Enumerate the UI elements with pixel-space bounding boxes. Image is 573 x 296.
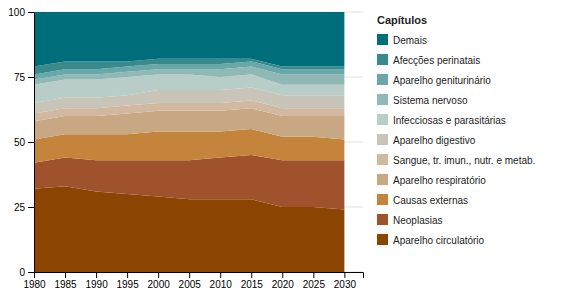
tick-mark xyxy=(28,142,34,143)
tick: 1980 xyxy=(23,272,46,290)
tick-label: 2005 xyxy=(179,279,202,290)
legend-label: Sangue, tr. imun., nutr. e metab. xyxy=(393,155,535,166)
legend-label: Aparelho circulatório xyxy=(393,235,485,246)
legend-swatch xyxy=(377,114,388,125)
tick: 25 xyxy=(14,202,34,213)
tick-mark xyxy=(65,272,66,278)
tick-label: 25 xyxy=(14,202,26,213)
tick-label: 100 xyxy=(8,7,25,18)
legend-swatch xyxy=(377,214,388,225)
legend-item: Aparelho respiratório xyxy=(377,174,486,186)
tick-mark xyxy=(344,272,345,278)
plot: 1980 1985 1990 1995 2000 2005 2010 2015 2020 2025… xyxy=(8,7,363,290)
legend-label: Demais xyxy=(393,35,427,46)
legend-swatch xyxy=(377,194,388,205)
area xyxy=(34,155,344,210)
tick-mark xyxy=(127,272,128,278)
legend-swatch xyxy=(377,94,388,105)
legend-item: Sistema nervoso xyxy=(377,94,468,106)
tick: 1990 xyxy=(85,272,108,290)
tick-mark xyxy=(28,207,34,208)
axis-line xyxy=(28,13,35,273)
legend-swatch xyxy=(377,34,388,45)
grid xyxy=(34,12,363,272)
tick-mark xyxy=(251,272,252,278)
legend-label: Aparelho respiratório xyxy=(393,175,486,186)
tick: 1995 xyxy=(116,272,139,290)
legend-item: Aparelho circulatório xyxy=(377,234,485,246)
tick: 100 xyxy=(8,7,34,18)
x-axis: 1980 1985 1990 1995 2000 2005 2010 2015 2020 2025… xyxy=(23,272,363,290)
areas xyxy=(34,12,344,272)
tick-label: 75 xyxy=(14,72,26,83)
legend-swatch xyxy=(377,134,388,145)
tick-mark xyxy=(28,12,34,13)
tick-mark xyxy=(28,77,34,78)
axis-line xyxy=(35,273,364,279)
legend-item: Demais xyxy=(377,34,427,46)
tick-label: 2015 xyxy=(241,279,264,290)
tick-label: 1980 xyxy=(23,279,46,290)
tick-label: 1990 xyxy=(85,279,108,290)
tick-mark xyxy=(220,272,221,278)
tick-label: 50 xyxy=(14,137,26,148)
tick: 0 xyxy=(19,267,34,278)
tick-mark xyxy=(96,272,97,278)
tick: 2005 xyxy=(179,272,202,290)
tick-label: 1995 xyxy=(116,279,139,290)
legend-label: Aparelho digestivo xyxy=(393,135,476,146)
legend-item: Aparelho geniturinário xyxy=(377,74,491,86)
tick: 50 xyxy=(14,137,34,148)
tick-mark xyxy=(282,272,283,278)
legend-item: Infecciosas e parasitárias xyxy=(377,114,506,126)
legend-item: Neoplasias xyxy=(377,214,442,226)
tick: 2020 xyxy=(272,272,295,290)
tick: 1985 xyxy=(54,272,77,290)
legend-swatch xyxy=(377,174,388,185)
legend-label: Infecciosas e parasitárias xyxy=(393,115,506,126)
tick-label: 2030 xyxy=(334,279,357,290)
legend-title: Capítulos xyxy=(377,14,427,26)
legend-label: Afecções perinatais xyxy=(393,55,480,66)
tick-mark xyxy=(28,272,34,273)
legend-swatch xyxy=(377,234,388,245)
tick-mark xyxy=(313,272,314,278)
chart: 1980 1985 1990 1995 2000 2005 2010 2015 2020 2025… xyxy=(0,0,573,296)
legend-label: Neoplasias xyxy=(393,215,442,226)
legend-item: Causas externas xyxy=(377,194,468,206)
legend: Capítulos Demais Afecções perinatais Aparel… xyxy=(377,14,535,246)
tick-mark xyxy=(189,272,190,278)
legend-swatch xyxy=(377,74,388,85)
tick: 75 xyxy=(14,72,34,83)
tick-label: 2025 xyxy=(303,279,326,290)
legend-item: Sangue, tr. imun., nutr. e metab. xyxy=(377,154,535,166)
tick-label: 1985 xyxy=(54,279,77,290)
legend-swatch xyxy=(377,54,388,65)
tick: 2010 xyxy=(210,272,233,290)
tick-label: 2020 xyxy=(272,279,295,290)
legend-item: Aparelho digestivo xyxy=(377,134,476,146)
tick-mark xyxy=(158,272,159,278)
tick: 2015 xyxy=(241,272,264,290)
tick: 2025 xyxy=(303,272,326,290)
legend-swatch xyxy=(377,154,388,165)
tick-label: 0 xyxy=(19,267,25,278)
tick-label: 2010 xyxy=(210,279,233,290)
tick: 2000 xyxy=(148,272,171,290)
y-axis: 0 25 50 75 100 xyxy=(8,7,34,278)
legend-label: Causas externas xyxy=(393,195,468,206)
legend-label: Sistema nervoso xyxy=(393,95,468,106)
tick-label: 2000 xyxy=(148,279,171,290)
legend-item: Afecções perinatais xyxy=(377,54,480,66)
legend-label: Aparelho geniturinário xyxy=(393,75,491,86)
tick: 2030 xyxy=(334,272,357,290)
area xyxy=(34,12,344,67)
